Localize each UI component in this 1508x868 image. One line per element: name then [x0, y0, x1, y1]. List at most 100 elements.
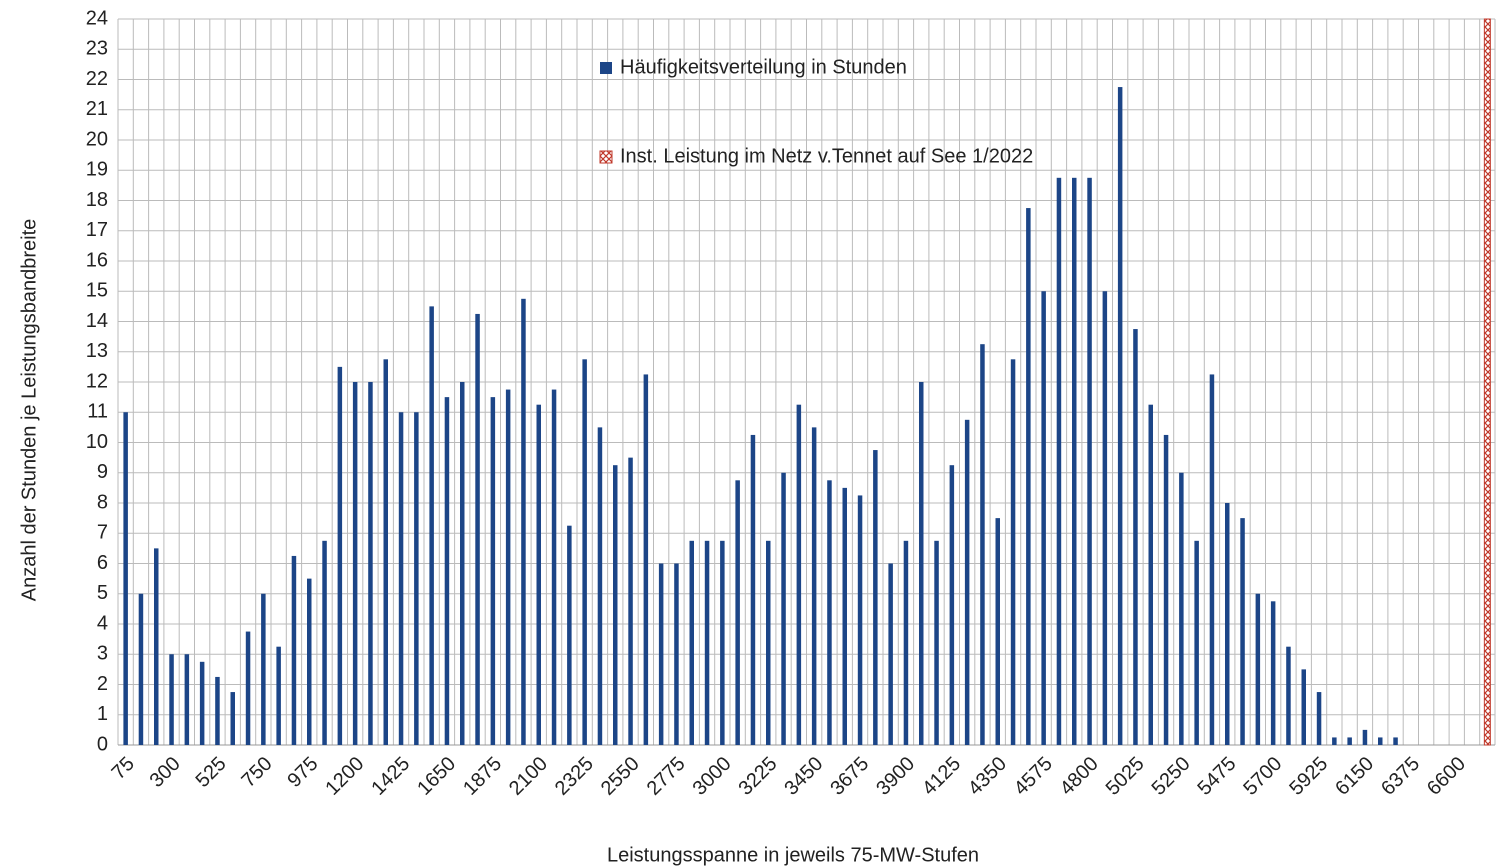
bar	[857, 495, 863, 745]
bar	[674, 563, 679, 745]
bar	[1286, 646, 1291, 745]
bar	[658, 563, 664, 745]
bar	[964, 419, 970, 745]
bar	[1056, 177, 1062, 745]
bar	[154, 548, 159, 745]
bar	[505, 389, 511, 745]
legend-swatch	[599, 150, 613, 164]
bar	[536, 404, 541, 745]
bar	[1240, 518, 1245, 745]
bar	[1209, 374, 1215, 745]
bar	[643, 374, 649, 745]
y-tick-label: 19	[86, 159, 108, 181]
bar	[1301, 669, 1306, 745]
x-tick-label: 5250	[1148, 753, 1195, 800]
x-tick-label: 5925	[1285, 753, 1332, 800]
x-tick-label: 1650	[413, 753, 460, 800]
bar	[1102, 291, 1108, 745]
bar	[215, 676, 220, 745]
x-tick-label: 6150	[1331, 753, 1378, 800]
x-tick-label: 2550	[597, 753, 644, 800]
bar	[1347, 737, 1352, 745]
x-tick-label: 5700	[1239, 753, 1286, 800]
bar	[1332, 737, 1337, 745]
bar	[766, 540, 771, 745]
y-tick-label: 16	[86, 249, 108, 271]
y-tick-label: 14	[86, 310, 108, 332]
y-tick-label: 5	[97, 582, 108, 604]
bar	[1483, 18, 1491, 746]
bar	[980, 344, 985, 745]
y-tick-label: 18	[86, 189, 108, 211]
y-tick-label: 23	[86, 38, 108, 60]
bar	[1393, 737, 1398, 745]
y-tick-label: 13	[86, 340, 108, 362]
x-tick-label: 3225	[734, 753, 781, 800]
bar	[551, 389, 557, 745]
y-tick-label: 9	[97, 461, 108, 483]
bar	[842, 487, 847, 745]
bar	[1378, 737, 1383, 745]
x-tick-label: 4575	[1010, 753, 1057, 800]
bar	[919, 382, 924, 745]
y-tick-label: 24	[86, 7, 108, 29]
bar	[888, 563, 893, 745]
bar	[934, 540, 939, 745]
bar	[291, 555, 297, 745]
y-tick-label: 0	[97, 733, 108, 755]
y-axis-label: Anzahl der Stunden je Leistungsbandbreit…	[18, 219, 40, 602]
bar	[873, 450, 878, 745]
bar	[169, 654, 174, 745]
x-tick-label: 5475	[1193, 753, 1240, 800]
bar	[1225, 503, 1230, 745]
bar	[1117, 87, 1123, 745]
bar	[613, 465, 618, 745]
bar	[903, 540, 909, 745]
x-tick-label: 75	[108, 753, 139, 784]
bar	[184, 654, 190, 745]
bar	[781, 472, 786, 745]
x-tick-label: 6600	[1423, 753, 1470, 800]
y-tick-label: 17	[86, 219, 108, 241]
bar	[704, 540, 710, 745]
x-tick-label: 2100	[505, 753, 552, 800]
x-tick-label: 3675	[826, 753, 873, 800]
bar	[949, 465, 955, 745]
y-tick-label: 7	[97, 522, 108, 544]
y-tick-label: 2	[97, 673, 108, 695]
bar	[995, 518, 1000, 745]
x-tick-label: 975	[283, 753, 322, 792]
bar	[1362, 729, 1368, 745]
x-tick-label: 3450	[780, 753, 827, 800]
bar	[199, 661, 205, 745]
y-tick-label: 21	[86, 98, 108, 120]
y-tick-label: 3	[97, 643, 108, 665]
bar	[796, 404, 802, 745]
x-tick-label: 1200	[321, 753, 368, 800]
x-tick-label: 1425	[367, 753, 414, 800]
bar	[261, 593, 266, 745]
x-tick-label: 3000	[689, 753, 736, 800]
legend-swatch	[600, 62, 612, 74]
bar	[735, 480, 740, 745]
bar	[245, 631, 251, 745]
bar	[750, 434, 756, 745]
x-tick-label: 750	[237, 753, 276, 792]
bar	[1087, 177, 1092, 745]
y-tick-label: 8	[97, 491, 108, 513]
bar	[811, 427, 817, 745]
bar	[1010, 359, 1016, 745]
x-tick-label: 1875	[459, 753, 506, 800]
y-tick-label: 1	[97, 703, 108, 725]
bar	[1026, 208, 1031, 745]
y-tick-label: 12	[86, 370, 108, 392]
bar	[1270, 601, 1276, 745]
bar	[414, 412, 419, 745]
x-tick-label: 4350	[964, 753, 1011, 800]
bar	[138, 593, 144, 745]
x-tick-label: 525	[192, 753, 231, 792]
bar	[352, 382, 358, 745]
y-tick-label: 11	[87, 401, 108, 423]
bar	[1316, 692, 1322, 745]
